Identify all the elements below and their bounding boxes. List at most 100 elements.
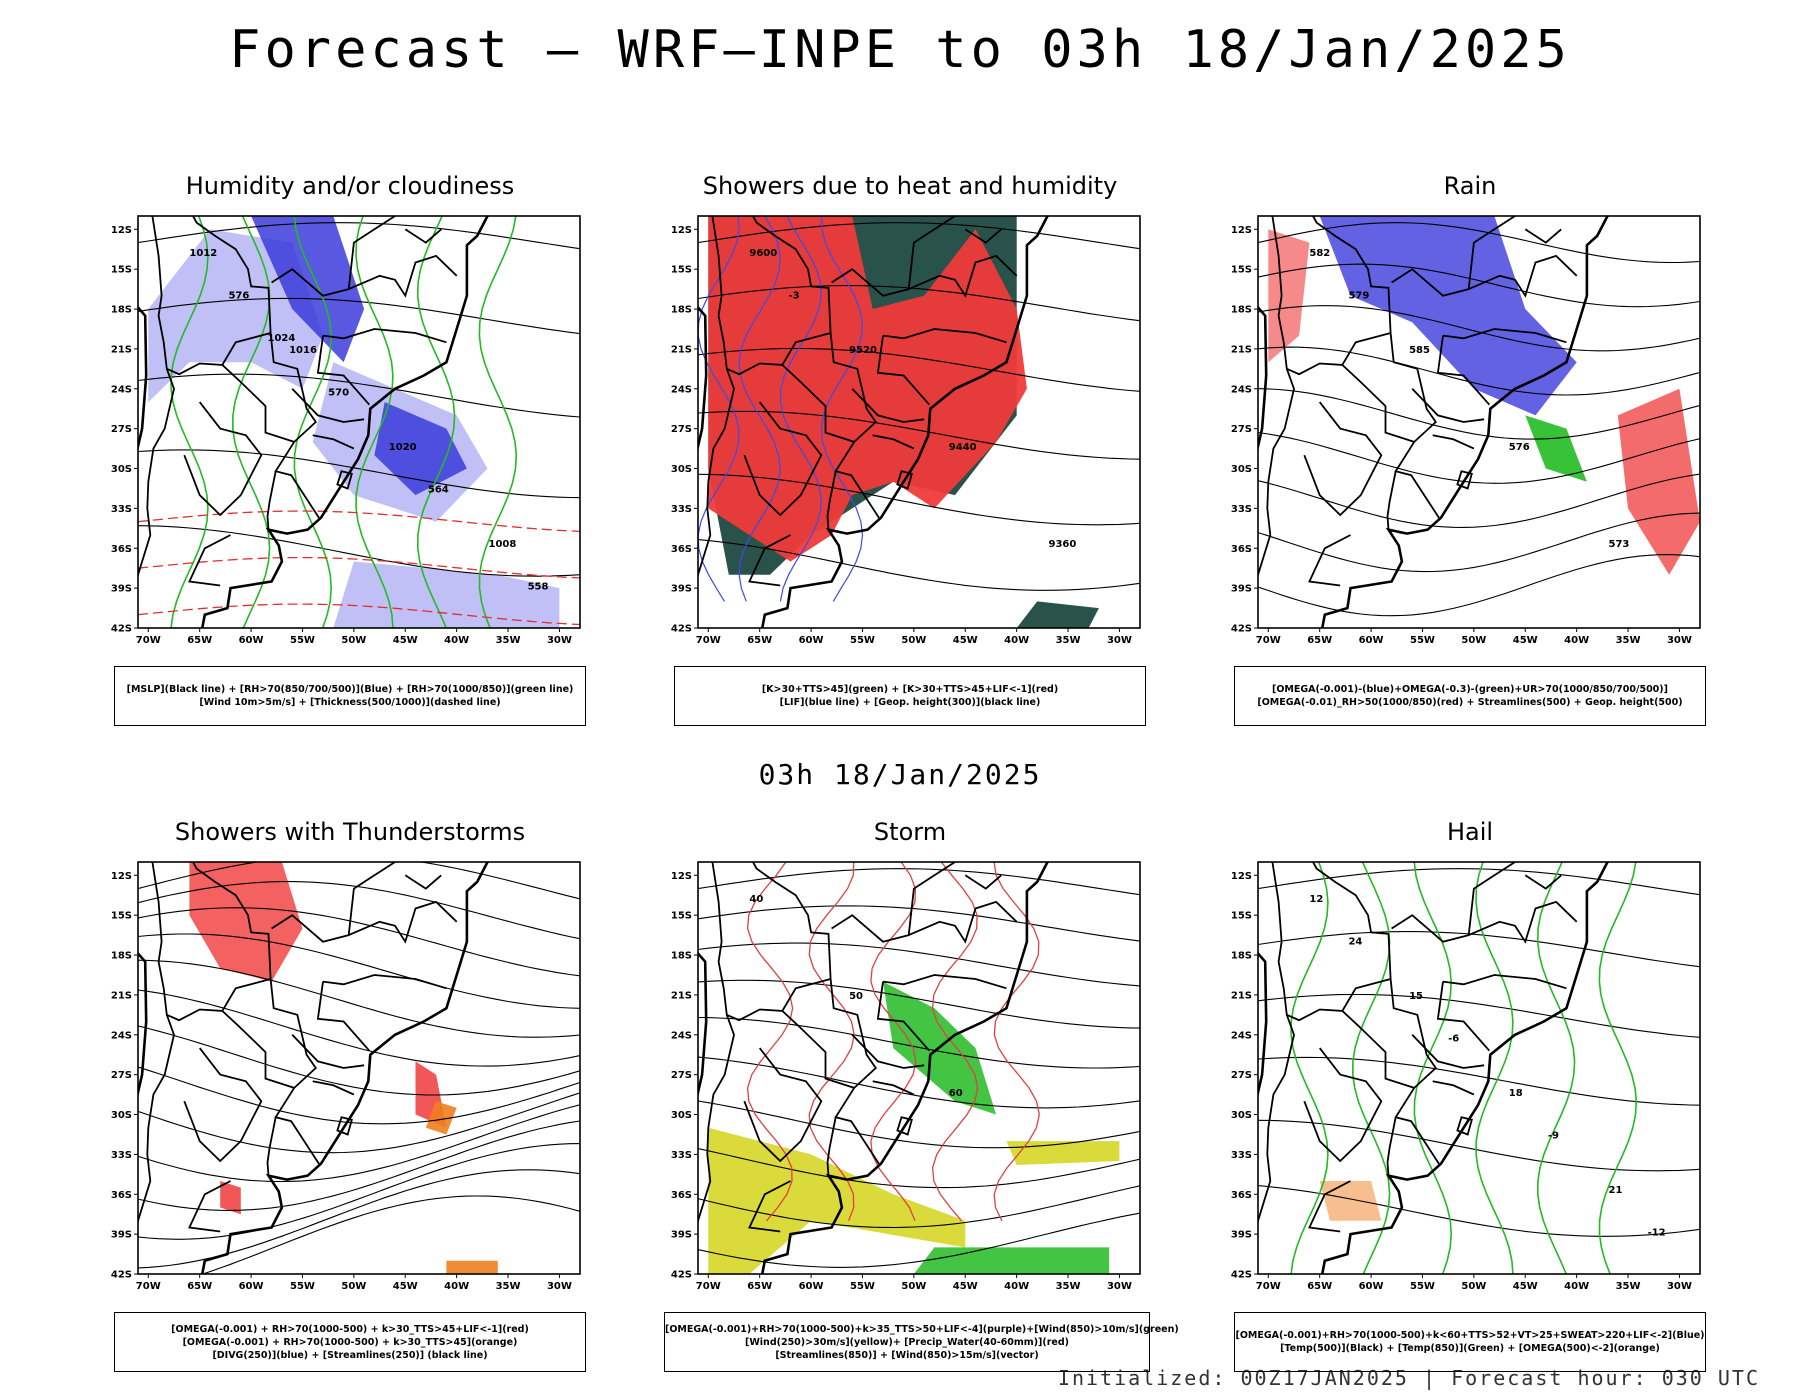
border-line [183, 401, 263, 517]
lagoon-outline [896, 1116, 913, 1136]
contour-label: 15 [1409, 991, 1423, 1002]
lat-tick-label: 33S [111, 504, 132, 515]
lon-tick-label: 65W [187, 1281, 212, 1292]
lat-tick-label: 24S [671, 384, 692, 395]
border-line [1386, 1117, 1397, 1176]
map-plot-area: 9600 9520 9440 9360 -3 [698, 216, 1140, 628]
border-line [781, 1010, 855, 1089]
border-line [151, 862, 271, 1022]
green-contour [1598, 862, 1638, 1274]
border-line [316, 981, 370, 1052]
border-line [1303, 401, 1383, 517]
contour-label: 1012 [189, 248, 217, 259]
border-line [322, 974, 447, 990]
contour-label: 1016 [289, 345, 317, 356]
map-svg: 582 585 576 573 579 12S 15S 18S 21S 24S 27S 30S 33S 3… [1231, 215, 1701, 646]
panel-title: Showers due to heat and humidity [702, 172, 1118, 200]
border-line [1442, 974, 1567, 990]
border-line [188, 1180, 231, 1233]
map-svg: 12 15 18 21 24 -6 -9 -12 12S 15S 18S 21S 24S 27S 30S 33… [1231, 861, 1701, 1292]
map-svg: 12S 15S 18S 21S 24S 27S 30S 33S 36S 39S 42S 70W 65W 6… [111, 861, 581, 1292]
lon-tick-label: 45W [393, 635, 418, 646]
lat-tick-label: 36S [111, 1190, 132, 1201]
lon-tick-label: 45W [953, 1281, 978, 1292]
lat-tick-label: 21S [671, 990, 692, 1001]
contour-line [1258, 868, 1700, 896]
border-line [1258, 1014, 1295, 1227]
border-line [908, 254, 1018, 298]
border-line [964, 228, 1002, 244]
precipitable-water-line [993, 862, 1040, 1222]
lat-tick-label: 24S [1231, 384, 1252, 395]
border-line [1308, 1180, 1351, 1233]
legend-line: [Wind(250)>30m/s](yellow)+ [Precip_Water… [744, 1336, 1069, 1348]
streamline [1258, 346, 1700, 396]
contour-line [698, 410, 1140, 460]
thickness-line [138, 556, 580, 579]
streamline [138, 989, 580, 1067]
border-line [851, 388, 925, 423]
border-line [183, 1047, 263, 1163]
border-line [964, 874, 1002, 890]
map-thunderstorms: 12S 15S 18S 21S 24S 27S 30S 33S 36S 39S 42S 70W 65W 6… [110, 854, 590, 1294]
streamline [138, 1092, 580, 1154]
lon-tick-label: 70W [136, 1281, 161, 1292]
lon-tick-label: 65W [747, 635, 772, 646]
precipitable-water-line [931, 862, 979, 1222]
contour-line [1258, 1056, 1700, 1106]
lon-tick-label: 65W [187, 635, 212, 646]
heavy-rain-area [1525, 415, 1587, 482]
border-line [1341, 364, 1415, 443]
lat-tick-label: 21S [111, 344, 132, 355]
streamline [1258, 305, 1700, 352]
contour-label: 576 [228, 290, 249, 301]
border-line [908, 900, 1018, 944]
green-contour [1290, 862, 1329, 1274]
border-line [882, 974, 1007, 990]
map-frame [137, 215, 581, 629]
border-line [743, 401, 823, 517]
legend-storm: [OMEGA(-0.001)+RH>70(1000-500)+k>35_TTS>… [664, 1312, 1179, 1372]
lon-tick-label: 40W [1004, 635, 1029, 646]
high-humidity-area [374, 402, 467, 496]
contour-label: 9360 [1049, 539, 1077, 550]
border-line [743, 1047, 823, 1163]
contour-line [1258, 1185, 1700, 1237]
lon-tick-label: 70W [696, 1281, 721, 1292]
thickness-line [138, 510, 580, 533]
contour-line [698, 539, 1140, 591]
lon-tick-label: 55W [850, 1281, 875, 1292]
contour-label: 573 [1609, 539, 1630, 550]
lon-tick-label: 40W [444, 1281, 469, 1292]
border-line [1468, 254, 1578, 298]
lon-tick-label: 40W [1564, 1281, 1589, 1292]
lon-tick-label: 40W [1004, 1281, 1029, 1292]
contour-line [698, 473, 1140, 526]
border-line [188, 534, 231, 587]
contour-label: 1020 [389, 442, 417, 453]
legend-line: [OMEGA(-0.001)+RH>70(1000-500)+k>35_TTS>… [665, 1323, 1179, 1335]
border-line [1436, 981, 1490, 1052]
streamline [698, 942, 1140, 987]
lat-tick-label: 21S [111, 990, 132, 1001]
lon-tick-label: 35W [1056, 1281, 1081, 1292]
contour-label: 558 [528, 581, 549, 592]
lat-tick-label: 36S [671, 1190, 692, 1201]
streamline [200, 1195, 580, 1274]
coastline [1258, 216, 1609, 628]
border-line [1432, 1080, 1475, 1096]
lat-tick-label: 21S [1231, 344, 1252, 355]
lat-tick-label: 15S [671, 265, 692, 276]
panel-title: Humidity and/or cloudiness [185, 172, 515, 200]
lat-tick-label: 42S [111, 1270, 132, 1281]
streamline [698, 905, 1140, 942]
lon-tick-label: 40W [444, 635, 469, 646]
map-hail: 12 15 18 21 24 -6 -9 -12 12S 15S 18S 21S 24S 27S 30S 33… [1230, 854, 1710, 1294]
panel-title: Hail [1446, 818, 1494, 846]
strong-instability-area [708, 216, 1027, 562]
legend-line: [OMEGA(-0.001) + RH>70(1000-500) + k>30_… [182, 1336, 518, 1348]
lat-tick-label: 36S [1231, 544, 1252, 555]
lat-tick-label: 12S [1231, 871, 1252, 882]
low-humidity-area [333, 561, 560, 628]
contour-label: 40 [749, 894, 763, 905]
